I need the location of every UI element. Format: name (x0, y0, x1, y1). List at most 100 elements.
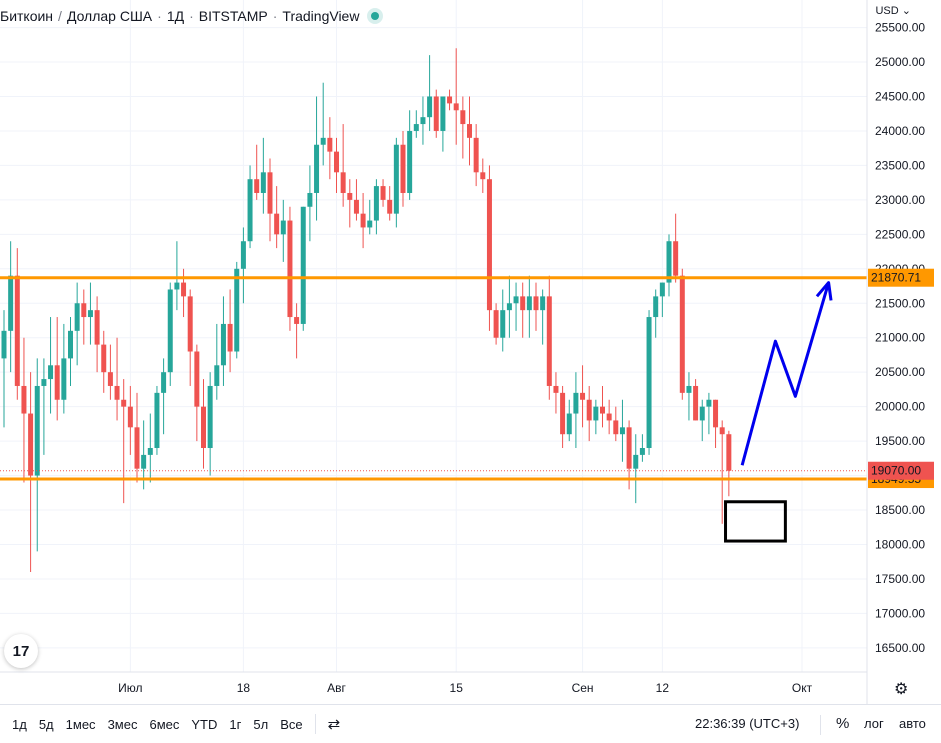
date-range-icon[interactable]: ⇄ (327, 716, 341, 733)
candle-body (134, 427, 140, 469)
y-tick-label: 17000.00 (875, 606, 925, 620)
candle (54, 317, 60, 421)
y-tick-label: 23500.00 (875, 158, 925, 172)
candle-body (613, 420, 619, 435)
candles (1, 48, 732, 573)
last-price-label: 19070.00 (871, 464, 921, 478)
candle (353, 179, 359, 221)
candle-body (726, 434, 732, 471)
candle-body (254, 179, 260, 193)
price-axis: 25500.00 25000.00 24500.00 24000.00 23500.00… (875, 21, 925, 655)
candle (81, 289, 87, 345)
timeframe-3m[interactable]: 3мес (107, 716, 138, 732)
clock[interactable]: 22:36:39 (UTC+3) (695, 716, 800, 731)
x-tick-label: 18 (237, 681, 251, 695)
candle-body (420, 117, 426, 125)
y-tick-label: 21000.00 (875, 331, 925, 345)
candle-body (679, 275, 685, 393)
candle-body (460, 110, 466, 125)
title-dot: · (272, 8, 278, 24)
y-tick-label: 24500.00 (875, 89, 925, 103)
price-chart[interactable]: 25500.00 25000.00 24500.00 24000.00 23500.00… (0, 0, 941, 704)
candle (87, 282, 93, 345)
candle-body (147, 448, 153, 455)
candle (41, 358, 47, 455)
candle-body (360, 213, 366, 228)
candle (274, 186, 280, 249)
candle-body (207, 385, 213, 448)
candle-body (693, 385, 699, 421)
candle-body (181, 282, 187, 297)
candle-body (294, 317, 300, 324)
candle-body (533, 296, 539, 311)
timeframe-1y[interactable]: 1г (229, 716, 242, 732)
candle (220, 296, 226, 386)
candle (107, 344, 113, 400)
timeframe-5d[interactable]: 5д (38, 716, 54, 732)
candle (94, 296, 100, 373)
x-tick-label: Сен (572, 681, 594, 695)
candle-body (87, 310, 93, 318)
candle (420, 96, 426, 145)
candle-body (154, 392, 160, 448)
candle-body (167, 289, 173, 373)
logo-text: 17 (12, 642, 30, 660)
candle-body (659, 282, 665, 297)
candle (147, 413, 153, 483)
candle (48, 317, 54, 414)
percent-scale-button[interactable]: % (836, 715, 850, 732)
candle-body (387, 199, 393, 214)
candle (181, 268, 187, 318)
candle-body (380, 186, 386, 200)
y-tick-label: 20500.00 (875, 365, 925, 379)
timeframe-all[interactable]: Все (280, 716, 303, 732)
timeframe-6m[interactable]: 6мес (149, 716, 180, 732)
candle (613, 406, 619, 442)
candle-body (114, 385, 120, 400)
tradingview-logo-icon[interactable]: 17 (4, 634, 38, 668)
candle-body (14, 275, 20, 386)
candle-body (274, 213, 280, 235)
log-scale-button[interactable]: лог (864, 716, 884, 731)
candle-body (34, 385, 40, 476)
candle-body (8, 275, 14, 331)
candle (327, 117, 333, 180)
candle-body (187, 296, 193, 352)
candle (300, 206, 306, 331)
candle-body (413, 124, 419, 131)
candle (201, 379, 206, 469)
candle (679, 268, 685, 400)
candle-body (220, 323, 226, 366)
timeframe-ytd[interactable]: YTD (191, 716, 218, 732)
timeframe-1d[interactable]: 1д (12, 716, 27, 732)
y-tick-label: 21500.00 (875, 296, 925, 310)
candle-body (673, 241, 679, 276)
timeframe-5y[interactable]: 5л (253, 716, 269, 732)
candle-body (101, 344, 107, 373)
interval[interactable]: 1Д (166, 8, 185, 24)
candle-body (121, 399, 127, 407)
candle-body (1, 330, 7, 359)
x-tick-label: Июл (118, 681, 142, 695)
candle-body (94, 310, 100, 345)
candle (307, 165, 313, 242)
candle-body (287, 220, 293, 318)
candle (380, 179, 386, 207)
candle-body (580, 392, 586, 400)
symbol-name[interactable]: Биткоин (0, 8, 54, 24)
candle (74, 282, 80, 366)
candle-body (367, 220, 373, 228)
candle (174, 241, 180, 311)
candle-body (473, 137, 479, 173)
candle (447, 89, 453, 111)
candle (580, 365, 586, 428)
candle (167, 282, 173, 386)
timeframe-1m[interactable]: 1мес (65, 716, 96, 732)
currency-selector[interactable]: USD ⌄ (875, 4, 911, 17)
y-tick-label: 25500.00 (875, 21, 925, 35)
price-labels: 21870.7118949.5519070.00 (868, 268, 934, 489)
gear-icon[interactable]: ⚙ (894, 681, 909, 698)
candle-body (21, 385, 27, 414)
candle (280, 199, 286, 262)
auto-scale-button[interactable]: авто (899, 716, 926, 731)
